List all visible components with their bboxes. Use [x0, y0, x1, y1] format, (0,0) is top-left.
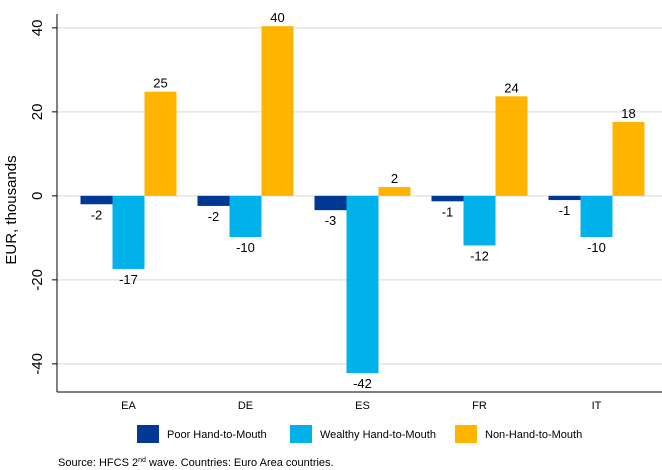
- data-label: -42: [353, 376, 372, 391]
- data-label: 25: [153, 76, 167, 91]
- y-tick-label: 40: [29, 20, 46, 37]
- y-axis-label: EUR, thousands: [3, 155, 20, 264]
- y-tick-label: -40: [29, 353, 46, 375]
- bar: [346, 195, 379, 374]
- source-part: nd: [138, 457, 146, 464]
- data-label: -12: [470, 248, 489, 263]
- data-label: -3: [325, 213, 337, 228]
- legend-swatch: [455, 425, 477, 443]
- data-label: -10: [236, 240, 255, 255]
- bar: [548, 195, 581, 201]
- x-tick-label: IT: [592, 400, 602, 412]
- bar: [197, 195, 230, 206]
- y-tick-label: -20: [29, 269, 46, 291]
- x-tick-label: FR: [472, 400, 487, 412]
- y-tick-label: 0: [29, 192, 46, 200]
- x-tick-label: DE: [238, 400, 253, 412]
- bar: [80, 195, 113, 205]
- source-note: Source: HFCS 2nd wave. Countries: Euro A…: [58, 457, 334, 469]
- source-part: wave. Countries: Euro Area countries.: [146, 457, 334, 469]
- bar: [378, 187, 411, 196]
- bar: [261, 26, 294, 196]
- x-tick-label: ES: [355, 400, 370, 412]
- data-label: 2: [391, 171, 398, 186]
- y-tick-label: 20: [29, 104, 46, 121]
- legend-label: Wealthy Hand-to-Mouth: [320, 429, 436, 441]
- data-label: -2: [91, 207, 103, 222]
- source-part: Source: HFCS 2: [58, 457, 138, 469]
- bar: [612, 121, 645, 196]
- legend-label: Non-Hand-to-Mouth: [485, 429, 582, 441]
- legend-label: Poor Hand-to-Mouth: [167, 429, 267, 441]
- data-label: -1: [559, 203, 571, 218]
- data-label: -17: [119, 272, 138, 287]
- bar: [495, 96, 528, 196]
- data-label: -10: [587, 240, 606, 255]
- data-label: -1: [442, 204, 454, 219]
- bar: [431, 195, 464, 202]
- x-tick-label: EA: [121, 400, 136, 412]
- bar: [229, 195, 262, 238]
- legend-swatch: [290, 425, 312, 443]
- data-label: -2: [208, 209, 220, 224]
- data-label: 40: [270, 10, 284, 25]
- legend-swatch: [137, 425, 159, 443]
- bar: [144, 91, 177, 196]
- data-label: 18: [621, 106, 635, 121]
- bar: [112, 195, 145, 269]
- bar: [463, 195, 496, 246]
- data-label: 24: [504, 80, 518, 95]
- bar: [580, 195, 613, 238]
- bar: [314, 195, 347, 211]
